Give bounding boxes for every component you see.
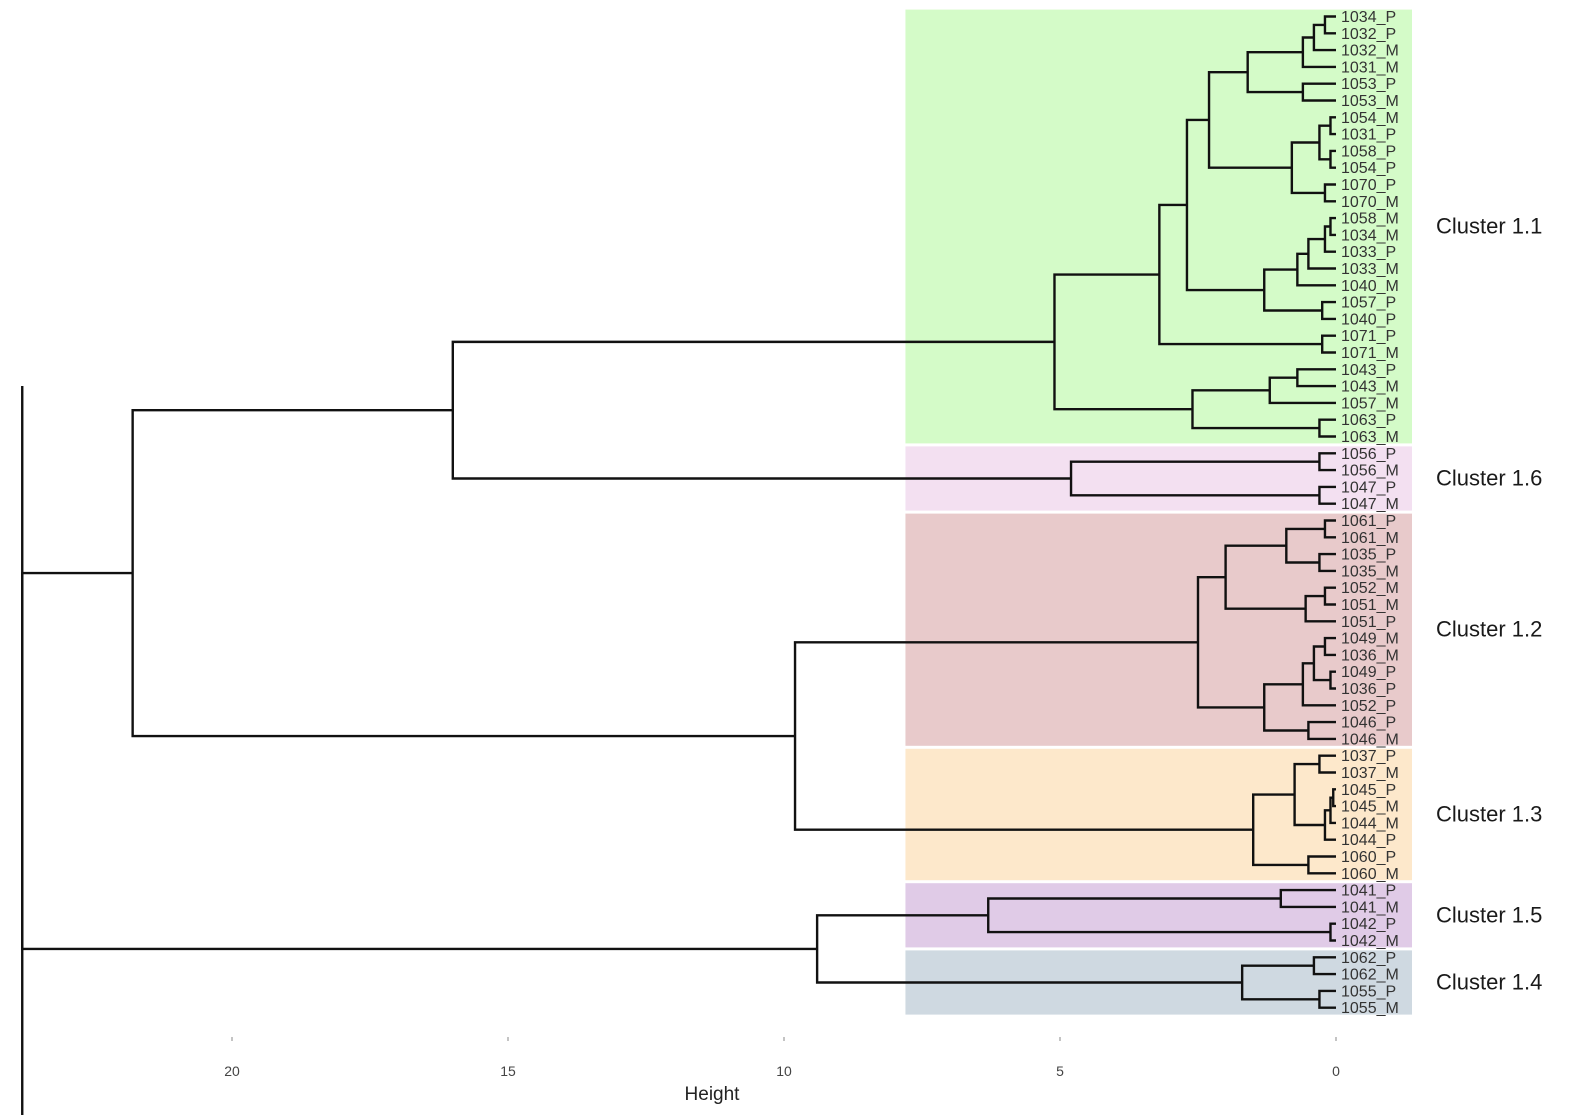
dendrogram-link xyxy=(131,408,796,738)
leaf-label: 1036_M xyxy=(1341,647,1399,664)
x-tick-label: 15 xyxy=(500,1063,516,1079)
cluster-labels: Cluster 1.1 Cluster 1.6 Cluster 1.2 Cluster… xyxy=(1436,214,1542,995)
x-axis-title: Height xyxy=(685,1084,741,1105)
leaf-label: 1047_P xyxy=(1341,479,1396,496)
leaf-label: 1044_P xyxy=(1341,832,1396,849)
leaf-label: 1055_M xyxy=(1341,1000,1399,1017)
leaf-label: 1041_P xyxy=(1341,883,1396,900)
leaf-label: 1034_M xyxy=(1341,227,1399,244)
leaf-label: 1046_M xyxy=(1341,731,1399,748)
leaf-label: 1041_M xyxy=(1341,899,1399,916)
leaf-label: 1034_P xyxy=(1341,9,1396,26)
leaf-label: 1063_M xyxy=(1341,429,1399,446)
leaf-label: 1057_P xyxy=(1341,295,1396,312)
cluster-band xyxy=(905,748,1412,881)
leaf-label: 1042_P xyxy=(1341,916,1396,933)
x-tick-label: 20 xyxy=(224,1063,240,1079)
leaf-label: 1070_P xyxy=(1341,177,1396,194)
leaf-label: 1035_P xyxy=(1341,547,1396,564)
leaf-label: 1063_P xyxy=(1341,412,1396,429)
leaf-label: 1042_M xyxy=(1341,933,1399,950)
leaf-label: 1031_P xyxy=(1341,127,1396,144)
leaf-label: 1037_M xyxy=(1341,765,1399,782)
cluster-label: Cluster 1.4 xyxy=(1436,970,1542,995)
leaf-label: 1032_P xyxy=(1341,26,1396,43)
leaf-label: 1055_P xyxy=(1341,983,1396,1000)
cluster-label: Cluster 1.1 xyxy=(1436,214,1542,239)
leaf-label: 1062_P xyxy=(1341,950,1396,967)
dendrogram-link xyxy=(21,571,818,951)
leaf-label: 1037_P xyxy=(1341,748,1396,765)
leaf-label: 1054_M xyxy=(1341,110,1399,127)
leaf-label: 1054_P xyxy=(1341,160,1396,177)
leaf-label: 1056_M xyxy=(1341,463,1399,480)
leaf-labels: 1034_P1032_P1032_M1031_M1053_P1053_M1054… xyxy=(1341,9,1399,1017)
x-tick-label: 0 xyxy=(1332,1063,1340,1079)
cluster-bands xyxy=(905,9,1412,1015)
x-tick-label: 5 xyxy=(1056,1063,1064,1079)
leaf-label: 1060_P xyxy=(1341,849,1396,866)
cluster-label: Cluster 1.3 xyxy=(1436,802,1542,827)
leaf-label: 1045_M xyxy=(1341,799,1399,816)
leaf-label: 1046_P xyxy=(1341,715,1396,732)
leaf-label: 1043_P xyxy=(1341,362,1396,379)
leaf-label: 1057_M xyxy=(1341,395,1399,412)
leaf-label: 1071_M xyxy=(1341,345,1399,362)
leaf-label: 1062_M xyxy=(1341,967,1399,984)
x-axis: 20 15 10 5 0 xyxy=(224,1037,1340,1079)
leaf-label: 1061_M xyxy=(1341,530,1399,547)
leaf-label: 1032_M xyxy=(1341,43,1399,60)
leaf-label: 1031_M xyxy=(1341,59,1399,76)
leaf-label: 1056_P xyxy=(1341,446,1396,463)
dendrogram-links xyxy=(21,15,1336,1115)
leaf-label: 1049_P xyxy=(1341,664,1396,681)
leaf-label: 1033_P xyxy=(1341,244,1396,261)
leaf-label: 1058_P xyxy=(1341,143,1396,160)
cluster-label: Cluster 1.5 xyxy=(1436,902,1542,927)
leaf-label: 1040_M xyxy=(1341,278,1399,295)
leaf-label: 1053_M xyxy=(1341,93,1399,110)
leaf-label: 1070_M xyxy=(1341,194,1399,211)
leaf-label: 1036_P xyxy=(1341,681,1396,698)
leaf-label: 1040_P xyxy=(1341,311,1396,328)
cluster-label: Cluster 1.2 xyxy=(1436,617,1542,642)
leaf-label: 1049_M xyxy=(1341,631,1399,648)
leaf-label: 1047_M xyxy=(1341,496,1399,513)
leaf-label: 1060_M xyxy=(1341,866,1399,883)
x-tick-label: 10 xyxy=(776,1063,792,1079)
leaf-label: 1052_M xyxy=(1341,580,1399,597)
leaf-label: 1035_M xyxy=(1341,563,1399,580)
leaf-label: 1045_P xyxy=(1341,782,1396,799)
cluster-band xyxy=(905,513,1412,746)
leaf-label: 1044_M xyxy=(1341,815,1399,832)
leaf-label: 1052_P xyxy=(1341,698,1396,715)
leaf-label: 1061_P xyxy=(1341,513,1396,530)
leaf-label: 1033_M xyxy=(1341,261,1399,278)
leaf-label: 1051_P xyxy=(1341,614,1396,631)
cluster-label: Cluster 1.6 xyxy=(1436,466,1542,491)
leaf-label: 1043_M xyxy=(1341,379,1399,396)
cluster-band xyxy=(905,883,1412,948)
leaf-label: 1053_P xyxy=(1341,76,1396,93)
leaf-label: 1071_P xyxy=(1341,328,1396,345)
leaf-label: 1058_M xyxy=(1341,211,1399,228)
leaf-label: 1051_M xyxy=(1341,597,1399,614)
